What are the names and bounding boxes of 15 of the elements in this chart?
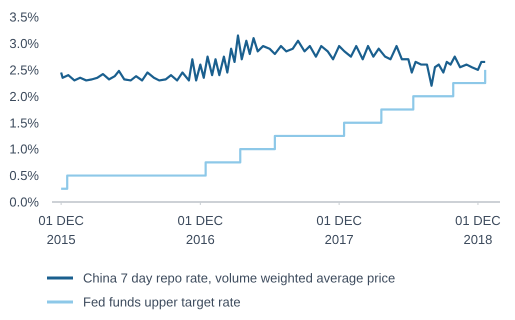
line-series <box>60 34 486 87</box>
x-tick-label: 01 DEC 2017 <box>316 213 362 247</box>
legend-label: China 7 day repo rate, volume weighted average price <box>83 270 396 286</box>
y-tick-label: 0.0% <box>9 194 40 210</box>
y-tick-label: 0.5% <box>9 168 40 184</box>
y-tick-label: 1.0% <box>9 142 40 157</box>
x-tick-label: 01 DEC 2018 <box>455 213 501 247</box>
x-tick-label: 01 DEC 2016 <box>178 213 224 247</box>
y-tick-label: 3.5% <box>9 10 40 25</box>
y-tick-label: 1.5% <box>9 115 40 130</box>
y-tick-label: 3.0% <box>9 36 40 51</box>
y-tick-label: 2.5% <box>9 62 40 78</box>
x-tick-label: 01 DEC 2015 <box>38 213 84 247</box>
y-tick-label: 2.0% <box>9 88 40 104</box>
legend-label: Fed funds upper target rate <box>83 294 241 310</box>
